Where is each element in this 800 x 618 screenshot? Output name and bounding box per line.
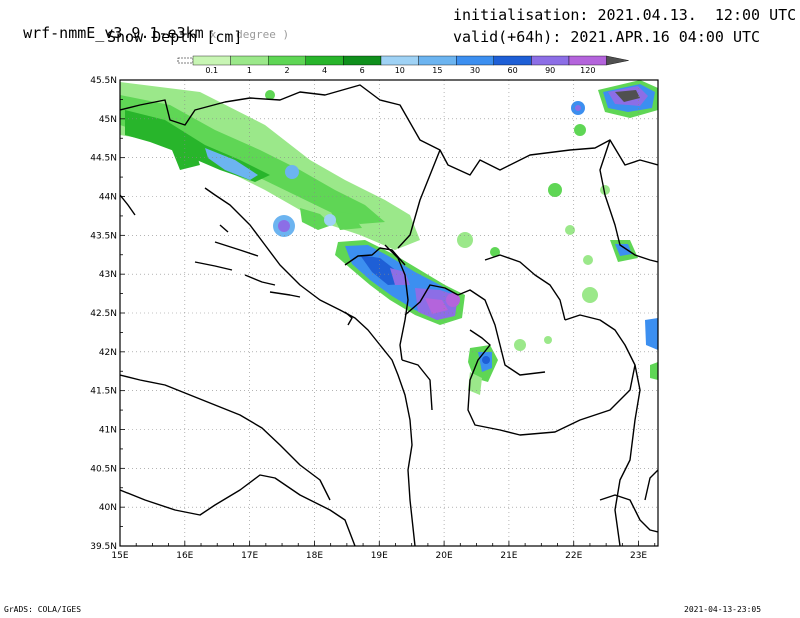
projection-note: x . degree ) <box>209 28 290 41</box>
lat-tick-label: 45.5N <box>90 76 117 86</box>
snow-field <box>120 80 658 395</box>
lat-tick-label: 42N <box>99 348 117 358</box>
lon-tick-label: 22E <box>565 551 582 561</box>
lat-tick-label: 40.5N <box>90 464 117 474</box>
lon-tick-label: 15E <box>111 551 128 561</box>
colorbar-under-swatch <box>177 57 194 64</box>
colorbar-swatch <box>418 55 457 66</box>
colorbar-label: 2 <box>284 66 289 75</box>
render-timestamp: 2021-04-13-23:05 <box>684 605 762 614</box>
valid-time: valid(+64h): 2021.APR.16 04:00 UTC <box>453 28 761 46</box>
lon-tick-label: 18E <box>306 551 323 561</box>
lon-tick-label: 17E <box>241 551 258 561</box>
lat-tick-label: 41.5N <box>90 387 117 397</box>
lon-tick-label: 23E <box>630 551 647 561</box>
lat-tick-label: 44.5N <box>90 154 117 164</box>
lat-tick-label: 45N <box>99 115 117 125</box>
colorbar-label: 15 <box>432 66 442 75</box>
colorbar-swatch <box>192 55 231 66</box>
grads-credit: GrADS: COLA/IGES <box>4 605 82 614</box>
lat-tick-label: 40N <box>99 503 117 513</box>
field-title: Snow Depth [cm] <box>107 28 243 46</box>
colorbar-label: 4 <box>322 66 327 75</box>
colorbar-label: 6 <box>360 66 365 75</box>
lat-tick-label: 43N <box>99 270 117 280</box>
lat-tick-label: 44N <box>99 193 117 203</box>
model-title: wrf-nmmE_v3.9.1-e3km x . degree ) <box>5 6 289 42</box>
colorbar-swatch <box>493 55 532 66</box>
lat-tick-label: 39.5N <box>90 542 117 552</box>
lon-tick-label: 16E <box>176 551 193 561</box>
colorbar-label: 120 <box>580 66 595 75</box>
colorbar-over-arrow <box>606 55 629 66</box>
colorbar-label: 1 <box>247 66 252 75</box>
colorbar-label: 10 <box>395 66 405 75</box>
init-time: initialisation: 2021.04.13. 12:00 UTC <box>453 6 797 24</box>
colorbar-swatch <box>230 55 269 66</box>
axes: 15E 16E 17E 18E 19E 20E 21E 22E 23E 45.5N 45N 44.5N… <box>90 76 656 561</box>
model-name: wrf-nmmE_v3.9.1-e3km <box>23 24 204 42</box>
colorbar: 0.1 1 2 4 6 10 15 30 60 90 120 <box>177 55 629 75</box>
lat-tick-label: 42.5N <box>90 309 117 319</box>
colorbar-swatch <box>343 55 382 66</box>
colorbar-swatch <box>456 55 495 66</box>
lat-tick-label: 43.5N <box>90 231 117 241</box>
lat-tick-label: 41N <box>99 426 117 436</box>
colorbar-swatch <box>568 55 607 66</box>
colorbar-swatch <box>380 55 419 66</box>
lon-tick-label: 20E <box>436 551 453 561</box>
lon-tick-label: 21E <box>500 551 517 561</box>
colorbar-label: 30 <box>470 66 480 75</box>
map-area <box>120 80 658 546</box>
lon-tick-label: 19E <box>371 551 388 561</box>
colorbar-label: 60 <box>508 66 518 75</box>
colorbar-label: 0.1 <box>205 66 218 75</box>
colorbar-swatch <box>305 55 344 66</box>
coastlines-and-borders <box>120 84 658 546</box>
graticule <box>120 80 658 546</box>
colorbar-swatch <box>531 55 570 66</box>
colorbar-swatch <box>268 55 307 66</box>
colorbar-label: 90 <box>545 66 555 75</box>
